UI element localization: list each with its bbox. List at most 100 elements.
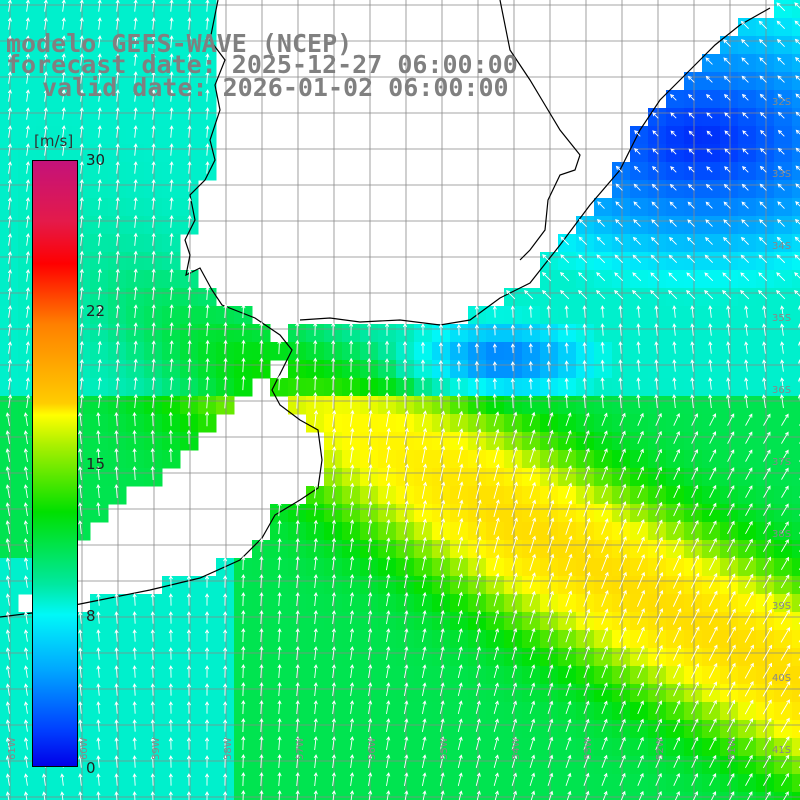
wind-arrow xyxy=(547,754,554,769)
wind-arrow xyxy=(547,553,555,571)
wind-arrow xyxy=(669,219,677,227)
wind-arrow xyxy=(456,377,461,390)
wind-arrow xyxy=(711,791,717,800)
wind-arrow xyxy=(187,89,192,102)
wind-arrow xyxy=(601,535,609,553)
wind-arrow xyxy=(7,125,12,138)
wind-arrow xyxy=(204,411,210,427)
wind-arrow xyxy=(740,254,750,264)
wind-arrow xyxy=(420,323,426,336)
wind-arrow xyxy=(186,593,192,606)
wind-arrow xyxy=(745,413,753,426)
wind-arrow xyxy=(493,572,500,589)
wind-arrow xyxy=(186,611,192,624)
wind-arrow xyxy=(25,71,30,84)
wind-arrow xyxy=(60,773,65,786)
wind-arrow xyxy=(547,609,554,625)
wind-arrow xyxy=(133,376,138,390)
wind-arrow xyxy=(438,376,443,390)
wind-arrow xyxy=(277,501,282,517)
wind-arrow xyxy=(780,662,791,679)
wind-arrow xyxy=(259,754,264,769)
wind-arrow xyxy=(560,236,570,246)
wind-arrow xyxy=(259,682,264,697)
wind-arrow xyxy=(619,536,627,553)
wind-arrow xyxy=(529,718,536,733)
wind-arrow xyxy=(511,481,518,499)
wind-arrow xyxy=(150,773,155,786)
wind-arrow xyxy=(637,554,645,571)
wind-arrow xyxy=(277,772,282,787)
wind-arrow xyxy=(114,737,119,750)
wind-arrow xyxy=(724,130,731,137)
wind-arrow xyxy=(133,268,138,282)
wind-arrow xyxy=(705,57,713,65)
wind-arrow xyxy=(776,2,786,12)
wind-arrow xyxy=(722,236,731,245)
wind-arrow xyxy=(96,448,101,463)
wind-arrow xyxy=(763,772,771,786)
colorbar-tick-0: 0 xyxy=(86,759,96,777)
wind-arrow xyxy=(777,219,785,227)
wind-arrow xyxy=(777,129,785,137)
wind-arrow xyxy=(187,357,192,373)
wind-arrow xyxy=(744,608,754,625)
wind-arrow xyxy=(673,430,680,444)
wind-arrow xyxy=(7,233,12,246)
wind-arrow xyxy=(583,535,591,553)
wind-arrow xyxy=(133,286,138,300)
wind-arrow xyxy=(637,663,645,679)
wind-arrow xyxy=(223,755,228,768)
wind-arrow xyxy=(295,628,300,643)
wind-arrow xyxy=(402,375,408,391)
wind-cell xyxy=(792,432,800,451)
wind-arrow xyxy=(691,772,699,786)
wind-arrow xyxy=(132,719,137,732)
wind-arrow xyxy=(723,39,731,47)
wind-arrow xyxy=(744,681,754,697)
wind-arrow xyxy=(368,754,373,769)
wind-arrow xyxy=(529,499,537,517)
wind-arrow xyxy=(727,449,735,462)
wind-arrow xyxy=(511,411,518,427)
wind-arrow xyxy=(25,179,30,192)
wind-arrow xyxy=(762,626,772,643)
wind-arrow xyxy=(79,304,84,318)
wind-arrow xyxy=(673,537,681,553)
wind-arrow xyxy=(744,573,754,589)
wind-arrow xyxy=(115,358,120,372)
wind-arrow xyxy=(493,446,500,463)
wind-arrow xyxy=(115,232,120,246)
wind-arrow xyxy=(475,700,481,715)
wind-arrow xyxy=(23,448,28,463)
wind-arrow xyxy=(560,272,570,282)
wind-arrow xyxy=(547,736,554,751)
longitude-label: 57W xyxy=(295,737,306,760)
wind-arrow xyxy=(132,611,137,624)
wind-arrow xyxy=(795,93,800,99)
wind-arrow xyxy=(23,502,28,517)
wind-arrow xyxy=(78,611,83,624)
wind-arrow xyxy=(547,499,555,517)
wind-arrow xyxy=(78,629,83,642)
wind-arrow xyxy=(709,484,717,498)
wind-arrow xyxy=(349,628,355,643)
wind-arrow xyxy=(115,35,120,48)
wind-arrow xyxy=(726,305,731,318)
wind-arrow xyxy=(741,75,749,83)
wind-arrow xyxy=(385,445,391,463)
wind-arrow xyxy=(25,305,30,318)
wind-arrow xyxy=(511,572,518,589)
wind-arrow xyxy=(5,430,10,445)
wind-arrow xyxy=(727,502,735,516)
wind-arrow xyxy=(97,125,102,138)
latitude-label: 38S xyxy=(772,529,791,540)
wind-arrow xyxy=(277,375,282,391)
forecast-date: forecast date: 2025-12-27 06:00:00 xyxy=(6,50,518,79)
wind-arrow xyxy=(7,89,12,102)
wind-arrow xyxy=(78,737,83,750)
wind-arrow xyxy=(295,664,300,679)
wind-arrow xyxy=(708,662,718,679)
wind-arrow xyxy=(726,359,731,372)
wind-arrow xyxy=(187,143,192,156)
